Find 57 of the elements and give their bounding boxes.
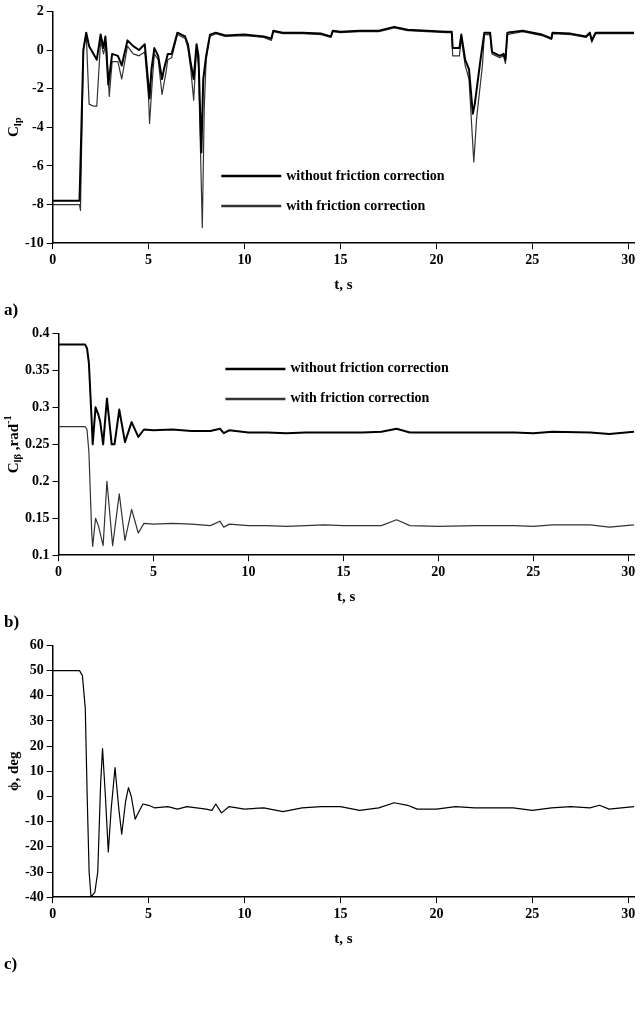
y-tick-label: 0.1 [32, 546, 50, 562]
y-tick-label: 60 [29, 637, 44, 653]
text: a) [3, 299, 20, 321]
x-tick-label: 20 [429, 252, 444, 268]
x-tick-label: 25 [526, 564, 541, 580]
text: c) [3, 953, 19, 975]
y-tick-label: 40 [29, 687, 44, 703]
legend-label: with friction correction [290, 390, 430, 406]
x-tick-label: 20 [431, 564, 446, 580]
y-tick-label: 30 [29, 712, 44, 728]
y-tick-label: 0.15 [25, 509, 50, 525]
x-tick-label: 20 [429, 906, 444, 922]
x-tick-label: 10 [237, 906, 252, 922]
y-tick-label: 0.4 [32, 325, 50, 341]
legend-label: without friction correction [286, 167, 445, 183]
y-tick-label: -20 [24, 838, 44, 854]
y-tick-label: -4 [31, 118, 44, 134]
x-tick-label: 5 [145, 252, 153, 268]
y-tick-label: -2 [31, 80, 44, 96]
x-tick-label: 10 [241, 564, 256, 580]
x-tick-label: 30 [621, 252, 636, 268]
y-tick-label: -10 [24, 234, 44, 250]
y-tick-label: -6 [31, 157, 44, 173]
y-tick-label: 0 [36, 788, 44, 804]
y-tick-label: 50 [29, 662, 44, 678]
y-tick-label: 0 [36, 41, 44, 57]
x-tick-label: 15 [336, 564, 351, 580]
x-axis-title: t, s [334, 929, 353, 946]
text: b) [3, 611, 21, 633]
x-tick-label: 30 [621, 906, 636, 922]
legend-label: with friction correction [286, 197, 426, 213]
x-tick-label: 15 [333, 906, 348, 922]
x-axis-title: t, s [334, 275, 353, 292]
y-tick-label: 0.2 [32, 472, 50, 488]
y-tick-label: 20 [29, 737, 44, 753]
y-tick-label: 10 [29, 762, 44, 778]
x-tick-label: 25 [525, 906, 540, 922]
legend-label: without friction correction [290, 360, 449, 376]
x-tick-label: 0 [55, 564, 62, 580]
y-axis-title: Clβ ,rad-1 [1, 415, 24, 474]
x-tick-label: 5 [149, 564, 157, 580]
y-tick-label: -40 [24, 888, 44, 904]
y-tick-label: -30 [24, 863, 44, 879]
x-axis-title: t, s [337, 587, 356, 604]
y-tick-label: -10 [24, 813, 44, 829]
y-tick-label: -8 [31, 196, 44, 212]
y-axis-title: Clp [4, 117, 24, 138]
y-tick-label: 2 [36, 3, 44, 19]
x-tick-label: 30 [621, 564, 636, 580]
x-tick-label: 15 [333, 252, 348, 268]
y-tick-label: 0.35 [25, 361, 50, 377]
x-tick-label: 10 [237, 252, 252, 268]
y-tick-label: 0.3 [32, 398, 50, 414]
y-axis-title: ϕ, deg [4, 751, 21, 791]
x-tick-label: 5 [145, 906, 153, 922]
y-tick-label: 0.25 [25, 435, 50, 451]
x-tick-label: 25 [525, 252, 540, 268]
